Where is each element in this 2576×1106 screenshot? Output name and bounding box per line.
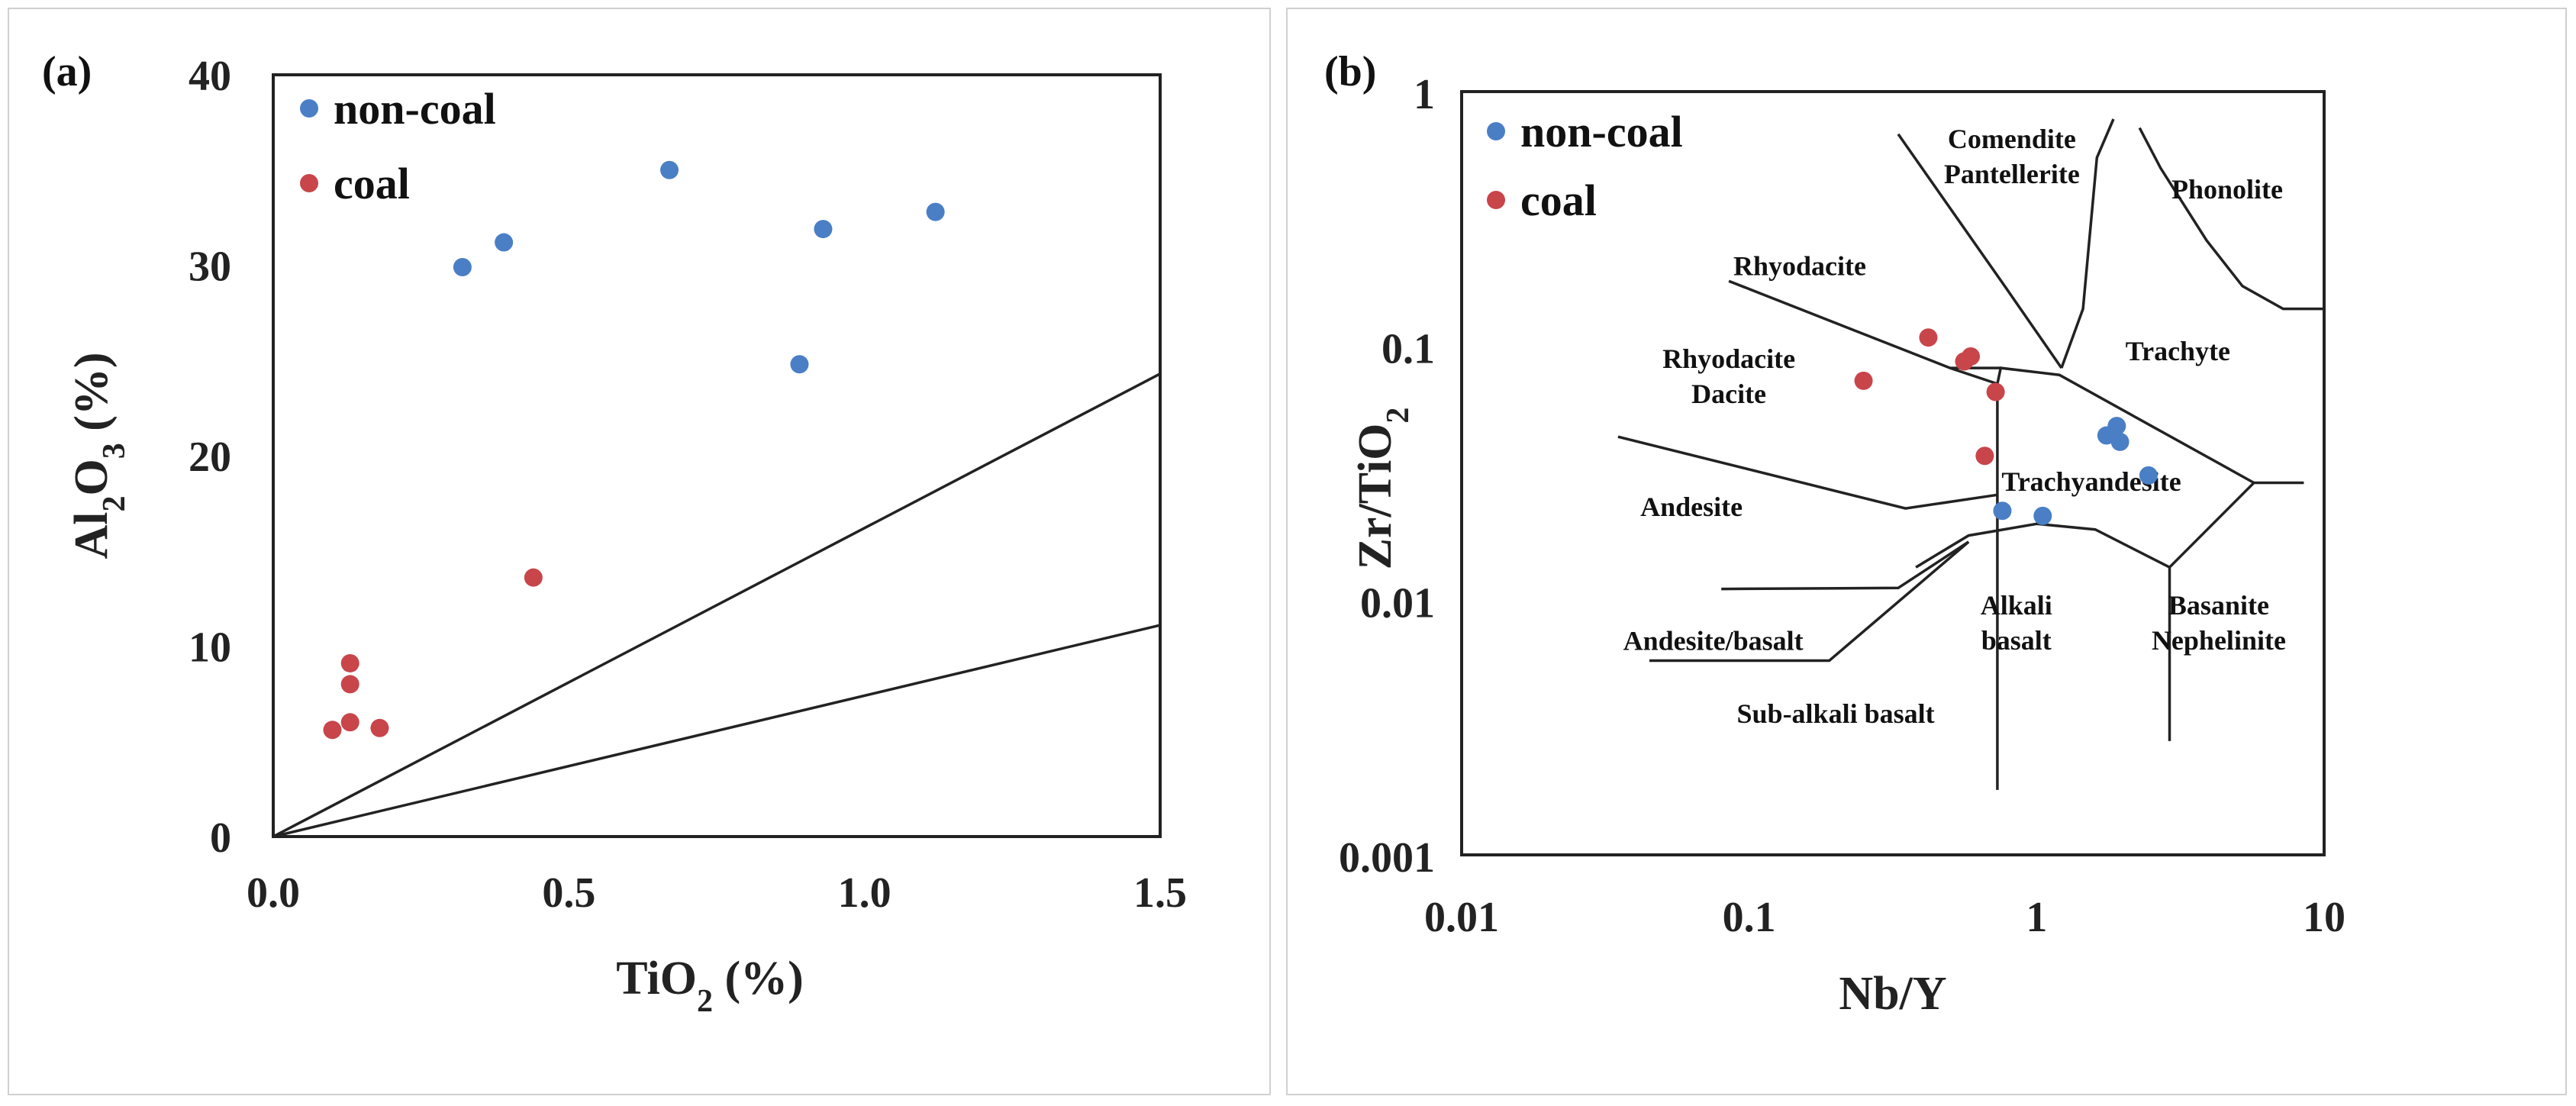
panel-b-field-label: Comendite Pantellerite — [1944, 124, 2080, 189]
panel-a-x-tick-label: 0.5 — [542, 869, 595, 917]
panel-b-field-boundary — [2060, 118, 2115, 369]
panel-b-field-label: Rhyodacite Dacite — [1662, 343, 1795, 409]
panel-b-field-boundary — [1915, 522, 2171, 569]
panel-b-field-label: Rhyodacite — [1733, 250, 1866, 281]
panel-b-plot-area — [1460, 90, 2326, 856]
panel-a-x-tick-label: 1.5 — [1133, 869, 1187, 917]
panel-b-field-label: Trachyte — [2126, 336, 2230, 366]
panel-a-label: (a) — [42, 48, 92, 95]
panel-b-y-tick-label: 0.1 — [1381, 325, 1435, 372]
panel-a-x-tick-label: 0.0 — [247, 869, 300, 917]
panel-a-reference-lines — [272, 372, 1161, 838]
panel-b-field-boundaries — [1617, 118, 2323, 790]
panel-a-point-coal — [370, 718, 389, 737]
panel-b-field-label: Phonolite — [2171, 174, 2283, 205]
panel-b-y-axis-title: Zr/TiO2 — [1349, 408, 1416, 570]
panel-b-point-non-coal — [2139, 466, 2158, 485]
panel-b: (b) Comendite Pantellerite Phonolite Rhyoda… — [1324, 48, 2345, 1020]
panel-a-y-ticks: 0 10 20 30 40 — [189, 53, 231, 862]
legend-a-coal-label: coal — [334, 159, 410, 208]
legend-b-non-coal-marker — [1487, 122, 1505, 140]
panel-b-points — [1854, 328, 2158, 525]
panel-b-x-tick-label: 10 — [2303, 894, 2345, 941]
panel-a-point-coal — [340, 675, 359, 694]
panel-b-frame — [1286, 8, 2567, 1095]
panel-a-plot-area — [272, 73, 1162, 838]
panel-b-point-coal — [1962, 347, 1981, 366]
panel-a-y-axis-title: Al2O3 (%) — [66, 352, 132, 559]
panel-a-point-coal — [340, 653, 359, 672]
panel-b-point-non-coal — [1993, 501, 2012, 521]
panel-b-field-label: Sub-alkali basalt — [1737, 698, 1935, 729]
panel-a-point-non-coal — [453, 257, 472, 276]
legend-b-coal-label: coal — [1520, 176, 1597, 225]
panel-a-y-tick-label: 30 — [189, 243, 231, 291]
legend-a-non-coal-marker — [300, 99, 318, 118]
panel-b-field-label: Andesite/basalt — [1623, 625, 1804, 656]
panel-b-field-boundary — [1649, 540, 1970, 663]
panel-a-y-tick-label: 40 — [189, 53, 231, 100]
legend-a-coal-marker — [300, 174, 318, 192]
panel-a-y-tick-label: 10 — [189, 624, 231, 672]
legend-a-non-coal-label: non-coal — [334, 84, 496, 134]
panel-a-point-coal — [340, 713, 359, 732]
panel-b-field-label: Alkali basalt — [1981, 590, 2052, 656]
panel-b-field-labels: Comendite Pantellerite Phonolite Rhyodacite… — [1623, 124, 2286, 729]
panel-b-point-coal — [1854, 371, 1873, 390]
panel-b-x-ticks: 0.01 0.1 1 10 — [1424, 894, 2345, 941]
panel-a-point-non-coal — [660, 160, 679, 179]
panel-a-point-non-coal — [790, 355, 809, 374]
panel-b-y-ticks: 0.001 0.01 0.1 1 — [1339, 71, 1435, 882]
legend-b-coal-marker — [1487, 191, 1505, 209]
panel-b-point-non-coal — [2107, 417, 2126, 436]
panel-a-points — [323, 160, 945, 740]
panel-b-x-tick-label: 0.01 — [1424, 894, 1499, 941]
panel-b-field-boundary — [1617, 435, 1998, 510]
panel-a-x-tick-label: 1.0 — [838, 869, 891, 917]
panel-a-reference-line — [272, 372, 1161, 838]
panel-a-point-coal — [323, 721, 342, 740]
legend-b-non-coal-label: non-coal — [1520, 107, 1683, 156]
panel-b-point-non-coal — [2033, 506, 2052, 525]
panel-b-field-label: Basanite Nephelinite — [2152, 590, 2286, 656]
panel-b-point-coal — [1986, 382, 2005, 401]
panel-a-y-tick-label: 0 — [210, 814, 231, 862]
panel-b-x-axis-title: Nb/Y — [1839, 968, 1946, 1020]
panel-a-point-coal — [524, 568, 543, 587]
panel-a-frame — [8, 8, 1271, 1095]
panel-b-field-boundary — [1721, 540, 1970, 591]
panel-b-field-boundary — [1897, 133, 2063, 369]
panel-b-y-tick-label: 0.001 — [1339, 834, 1435, 882]
panel-a-point-non-coal — [495, 233, 514, 252]
panel-b-point-coal — [1975, 447, 1994, 466]
panel-a: (a) 0.0 0.5 1.0 1.5 0 10 20 30 40 non-coal coal… — [42, 48, 1187, 1019]
panel-b-label: (b) — [1324, 48, 1376, 95]
panel-a-point-non-coal — [926, 202, 945, 221]
panel-b-field-label: Andesite — [1640, 492, 1743, 522]
panel-b-point-coal — [1919, 328, 1938, 347]
panel-b-point-non-coal — [2110, 432, 2129, 451]
panel-a-y-tick-label: 20 — [189, 434, 231, 481]
panel-b-field-boundary — [1996, 366, 2255, 485]
panel-a-reference-line — [272, 624, 1161, 838]
panel-b-x-tick-label: 1 — [2026, 894, 2047, 941]
panel-a-x-ticks: 0.0 0.5 1.0 1.5 — [247, 869, 1187, 917]
panel-b-field-boundary — [2138, 127, 2323, 311]
panel-b-y-tick-label: 1 — [1414, 71, 1435, 118]
panel-b-y-tick-label: 0.01 — [1360, 580, 1435, 627]
panel-a-point-non-coal — [814, 220, 833, 239]
panel-b-x-tick-label: 0.1 — [1723, 894, 1776, 941]
panel-a-x-axis-title: TiO2 (%) — [616, 953, 803, 1019]
